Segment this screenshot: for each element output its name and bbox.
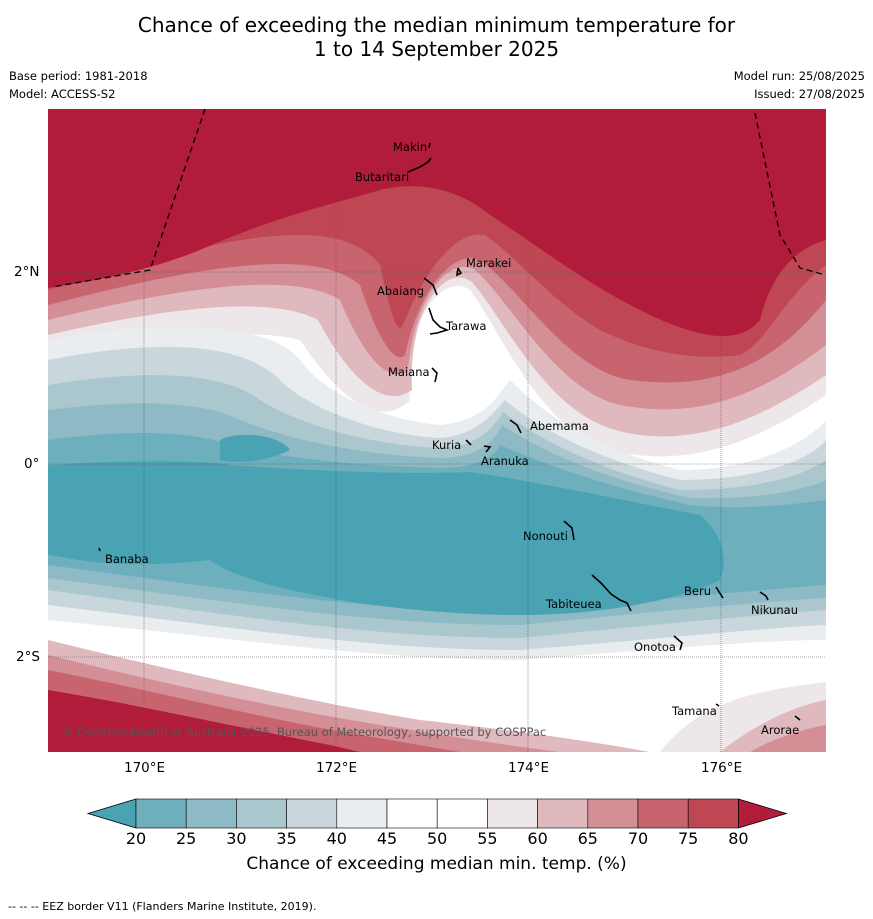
colorbar-swatch: [135, 798, 187, 829]
colorbar-swatch: [185, 798, 237, 829]
island-outlines: [98, 142, 801, 721]
colorbar-tick-label: 70: [627, 829, 649, 848]
graticule: [48, 109, 826, 752]
colorbar-tick-label: 75: [678, 829, 699, 848]
colorbar-tick-label: 60: [527, 829, 548, 848]
colorbar-extend-high: [738, 798, 788, 829]
lon-label-174: 174°E: [508, 760, 550, 776]
colorbar-swatch: [487, 798, 538, 829]
model-run-date: Model run: 25/08/2025: [733, 69, 865, 83]
colorbar-tick-label: 40: [326, 829, 347, 848]
lon-label-172: 172°E: [316, 760, 358, 776]
colorbar-swatch: [436, 798, 488, 829]
colorbar-tick-label: 35: [276, 829, 297, 848]
colorbar-swatch: [537, 798, 589, 829]
colorbar-tick-label: 25: [176, 829, 197, 848]
island-label-abaiang: Abaiang: [377, 284, 425, 298]
colorbar-swatch: [687, 798, 739, 829]
island-label-onotoa: Onotoa: [634, 640, 676, 654]
island-label-aranuka: Aranuka: [481, 454, 529, 468]
colorbar-swatch: [637, 798, 689, 829]
colorbar-tick-label: 80: [728, 829, 749, 848]
island-label-maiana: Maiana: [388, 365, 430, 379]
colorbar-tick-label: 50: [427, 829, 448, 848]
probability-field: [48, 109, 826, 752]
lon-label-170: 170°E: [124, 760, 166, 776]
lat-label-2n: 2°N: [14, 264, 40, 280]
island-label-arorae: Arorae: [761, 723, 800, 737]
map-title-line2: 1 to 14 September 2025: [313, 37, 560, 61]
island-label-tamana: Tamana: [672, 704, 717, 718]
lon-label-176: 176°E: [701, 760, 743, 776]
lat-label-2s: 2°S: [16, 649, 40, 665]
colorbar-swatch: [587, 798, 639, 829]
lat-label-0: 0°: [24, 456, 40, 472]
island-label-nikunau: Nikunau: [751, 603, 799, 617]
island-label-tarawa: Tarawa: [446, 319, 487, 333]
colorbar-tick-label: 45: [376, 829, 398, 848]
colorbar-swatch: [286, 798, 338, 829]
model-name: Model: ACCESS-S2: [9, 87, 116, 101]
colorbar-tick-label: 20: [125, 829, 147, 848]
island-label-beru: Beru: [684, 584, 711, 598]
map-title-line1: Chance of exceeding the median minimum t…: [137, 13, 736, 37]
island-label-kuria: Kuria: [432, 438, 462, 452]
colorbar-swatch: [236, 798, 287, 829]
eez-footnote: -- -- -- EEZ border V11 (Flanders Marine…: [8, 900, 317, 913]
island-label-tabiteuea: Tabiteuea: [546, 597, 602, 611]
island-label-marakei: Marakei: [466, 256, 512, 270]
colorbar-tick-label: 55: [477, 829, 498, 848]
colorbar-swatch: [386, 798, 438, 829]
base-period: Base period: 1981-2018: [9, 69, 148, 83]
eez-border: [51, 108, 823, 288]
copyright-notice: © Commonwealth of Australia 2025, Bureau…: [62, 725, 547, 739]
colorbar-swatch: [336, 798, 388, 829]
island-label-banaba: Banaba: [105, 552, 149, 566]
colorbar-label: Chance of exceeding median min. temp. (%…: [246, 854, 627, 874]
colorbar-tick-label: 30: [226, 829, 247, 848]
colorbar-tick-label: 65: [577, 829, 598, 848]
island-label-makin: Makin: [393, 140, 428, 154]
issued-date: Issued: 27/08/2025: [754, 87, 865, 101]
island-label-abemama: Abemama: [530, 419, 589, 433]
island-label-nonouti: Nonouti: [523, 529, 568, 543]
colorbar-extend-low: [86, 798, 137, 829]
island-label-butaritari: Butaritari: [355, 170, 410, 184]
